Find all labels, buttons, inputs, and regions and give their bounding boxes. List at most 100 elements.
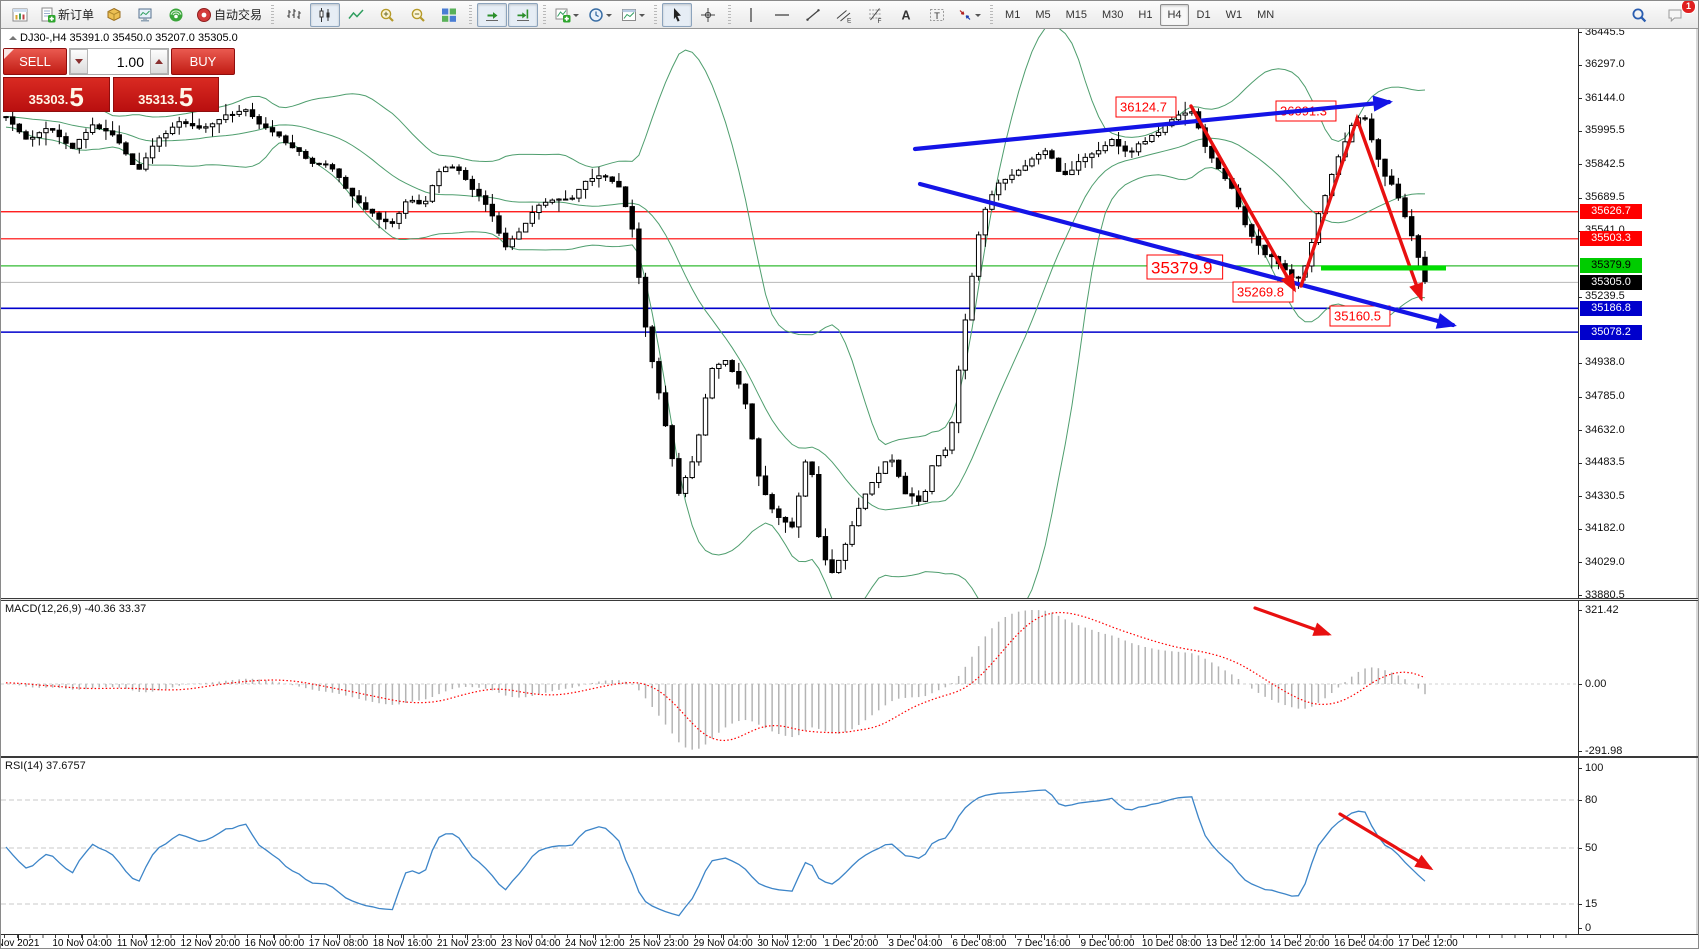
zoom-out-button[interactable] xyxy=(403,3,433,27)
timeframe-M5[interactable]: M5 xyxy=(1035,8,1051,21)
crosshair-button[interactable] xyxy=(693,3,723,27)
tile-windows-button[interactable] xyxy=(434,3,464,27)
timeframe-M30[interactable]: M30 xyxy=(1102,8,1124,21)
timeframe-MN[interactable]: MN xyxy=(1257,8,1275,21)
price-tick-label: 35842.5 xyxy=(1585,157,1625,170)
price-tick-label: 34632.0 xyxy=(1585,423,1625,436)
autotrade-icon xyxy=(197,7,212,22)
buy-price-display[interactable]: 35313. 5 xyxy=(112,77,219,112)
search-button[interactable] xyxy=(1624,3,1654,27)
red-zigzag-arrow-2[interactable] xyxy=(1299,113,1423,302)
panel-splitter[interactable] xyxy=(1,756,1698,758)
macd-down-arrow[interactable] xyxy=(1253,606,1332,636)
line-chart-mode-button[interactable] xyxy=(341,3,371,27)
window-right-edge xyxy=(1696,29,1698,948)
volume-increase-icon xyxy=(155,55,163,64)
autotrading-button[interactable]: 自动交易 xyxy=(192,3,266,27)
panel-splitter[interactable] xyxy=(1,598,1698,601)
timeframe-D1[interactable]: D1 xyxy=(1196,8,1211,21)
one-click-trading-panel: SELL BUY 35303. 5 35313. 5 xyxy=(3,48,235,112)
svg-text:36124.7: 36124.7 xyxy=(1120,100,1167,115)
time-tick-mark xyxy=(915,935,917,940)
price-tick-label: 33880.5 xyxy=(1585,588,1625,601)
timeframe-H1[interactable]: H1 xyxy=(1138,8,1153,21)
market-depth-button[interactable] xyxy=(99,3,129,27)
rsi-panel[interactable] xyxy=(1,758,1578,934)
sell-price-display[interactable]: 35303. 5 xyxy=(3,77,110,112)
price-tick-mark xyxy=(1578,130,1582,132)
horizontal-line-button[interactable] xyxy=(767,3,797,27)
price-axis[interactable]: 36445.5 36297.0 36144.0 35995.5 35842.5 35689… xyxy=(1578,26,1698,601)
trend-arrow-blue-up[interactable] xyxy=(912,95,1393,152)
toolbar-grip xyxy=(728,4,732,25)
macd-tick-mark xyxy=(1578,684,1582,685)
labelT-icon: T xyxy=(930,8,945,21)
time-label: 10 Dec 08:00 xyxy=(1141,938,1202,949)
time-tick-mark xyxy=(18,935,19,940)
indicators-button[interactable] xyxy=(551,3,583,27)
time-tick-mark xyxy=(658,935,660,940)
rsi-down-arrow[interactable] xyxy=(1338,812,1434,871)
trend-line-button[interactable] xyxy=(798,3,828,27)
rsi-tick-mark xyxy=(1578,928,1582,929)
chat-button[interactable]: 1 xyxy=(1660,1,1696,27)
toolbar-grip xyxy=(654,4,658,25)
annotation-label-35379.9[interactable]: 35379.9 xyxy=(1146,254,1224,280)
rsi-tick-label: 0 xyxy=(1585,921,1592,934)
buy-button[interactable]: BUY xyxy=(171,48,235,75)
macd-panel[interactable] xyxy=(1,601,1578,756)
periods-button[interactable] xyxy=(584,3,616,27)
arrows-tool-button[interactable] xyxy=(953,3,985,27)
price-tick-mark xyxy=(1578,562,1582,564)
vertical-line-button[interactable] xyxy=(736,3,766,27)
collapse-one-click-icon[interactable] xyxy=(4,49,14,59)
annotation-label-35269.8[interactable]: 35269.8 xyxy=(1232,281,1294,303)
trend-arrow-blue-down[interactable] xyxy=(917,181,1457,329)
timeframe-M15[interactable]: M15 xyxy=(1065,8,1087,21)
auto-scroll-button[interactable] xyxy=(477,2,508,27)
new-order-button[interactable]: 新订单 xyxy=(36,3,98,27)
time-tick-mark xyxy=(1107,935,1109,940)
red-zigzag-arrow-1[interactable] xyxy=(1189,104,1296,293)
price-tick-mark xyxy=(1578,64,1582,66)
time-axis[interactable]: Nov 2021 10 Nov 04:00 11 Nov 12:00 12 Nov 2… xyxy=(1,934,1698,949)
chart-window-button[interactable] xyxy=(5,3,35,27)
bar-chart-mode-button[interactable] xyxy=(279,3,309,27)
annotation-label-35160.5[interactable]: 35160.5 xyxy=(1329,305,1391,327)
price-tick-label: 34029.0 xyxy=(1585,555,1625,568)
volume-input[interactable] xyxy=(88,49,150,74)
time-label: 6 Dec 08:00 xyxy=(952,938,1007,949)
text-button[interactable]: A xyxy=(891,3,921,27)
clock-icon xyxy=(589,7,603,22)
timeframe-W1[interactable]: W1 xyxy=(1225,8,1243,21)
time-label: 3 Dec 04:00 xyxy=(888,938,943,949)
text-label-button[interactable]: T xyxy=(922,3,952,27)
candlestick-mode-button[interactable] xyxy=(310,2,341,27)
templates-button[interactable] xyxy=(617,3,649,27)
time-label: 17 Dec 12:00 xyxy=(1398,938,1458,949)
sell-price-big: 5 xyxy=(69,82,84,112)
volume-increase-button[interactable] xyxy=(150,49,168,74)
autoscroll-icon xyxy=(486,11,499,21)
time-label: 30 Nov 12:00 xyxy=(757,938,817,949)
price-tick-mark xyxy=(1578,496,1582,498)
notification-badge: 1 xyxy=(1681,1,1696,14)
chart-shift-button[interactable] xyxy=(508,2,539,27)
toolbar-grip xyxy=(271,4,275,25)
axis-border-line xyxy=(1578,29,1579,948)
volume-decrease-button[interactable] xyxy=(70,49,88,74)
macd-tick-label: 0.00 xyxy=(1585,677,1607,690)
fibonacci-button[interactable]: F xyxy=(860,3,890,27)
time-tick-mark xyxy=(594,935,596,940)
zoom-in-button[interactable] xyxy=(372,3,402,27)
signals-button[interactable] xyxy=(161,3,191,27)
equidistant-channel-button[interactable]: E xyxy=(829,3,859,27)
timeframe-M1[interactable]: M1 xyxy=(1005,8,1021,21)
macd-histogram xyxy=(5,610,1426,750)
template-icon xyxy=(622,8,637,21)
timeframe-H4[interactable]: H4 xyxy=(1160,3,1189,26)
terminal-button[interactable] xyxy=(130,3,160,27)
annotation-label-36124.7[interactable]: 36124.7 xyxy=(1115,96,1177,118)
cursor-button[interactable] xyxy=(662,2,693,27)
